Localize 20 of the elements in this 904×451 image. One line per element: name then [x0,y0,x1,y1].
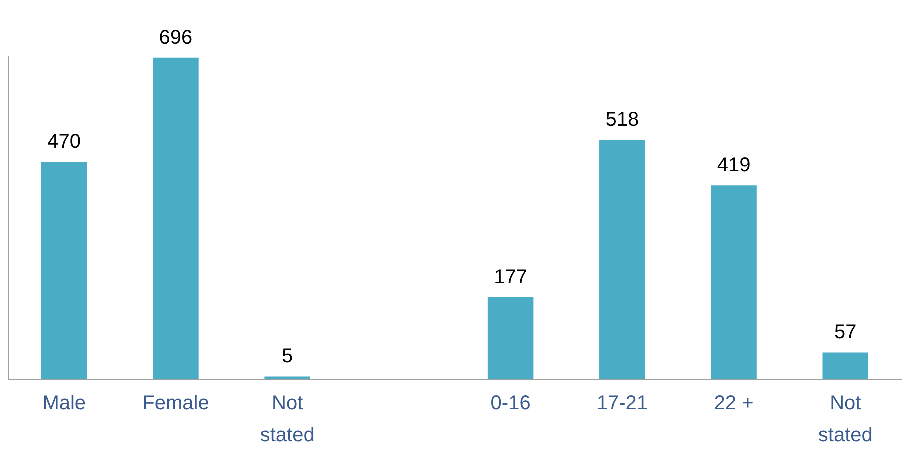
data-label: 419 [717,154,751,177]
x-tick-label: Female [142,392,210,414]
bar [600,140,646,379]
x-tick-label: 22 + [714,392,754,414]
data-label: 470 [48,131,82,154]
data-label: 177 [494,266,528,288]
x-tick-label: Not stated [818,392,873,446]
bar [153,58,199,379]
bar [488,297,534,379]
x-tick-label: Male [42,392,86,414]
bar [711,186,757,379]
data-label: 696 [159,26,193,49]
data-label: 5 [282,346,294,368]
x-tick-label: Not stated [260,392,315,446]
bar [41,162,88,379]
x-tick-label: 0-16 [490,392,531,414]
bar [822,352,869,379]
data-label: 57 [834,322,857,344]
x-tick-label: 17-21 [596,392,648,414]
data-label: 518 [606,108,640,131]
